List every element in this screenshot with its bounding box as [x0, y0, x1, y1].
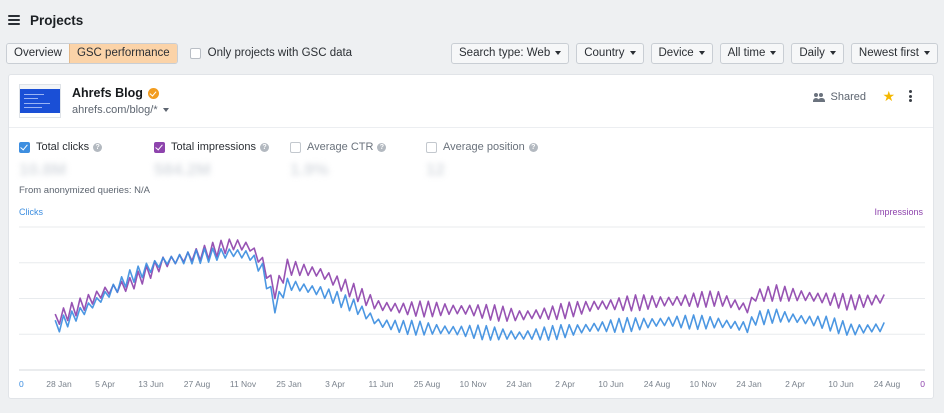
x-tick-label: 5 Apr — [95, 379, 115, 389]
total-impressions-checkbox[interactable] — [154, 141, 165, 153]
project-url: ahrefs.com/blog/* — [72, 104, 158, 116]
anonymized-queries-label: From anonymized queries: — [19, 185, 132, 196]
site-thumbnail — [19, 84, 61, 118]
country-dropdown[interactable]: Country — [576, 42, 644, 64]
project-header: Ahrefs Blog ahrefs.com/blog/* Shared ★ — [9, 75, 933, 128]
help-icon[interactable]: ? — [259, 142, 269, 152]
country-label: Country — [584, 47, 625, 59]
chevron-down-icon — [770, 51, 777, 55]
x-tick-label: 10 Nov — [460, 379, 488, 389]
anonymized-queries-note: From anonymized queries: N/A — [19, 185, 150, 196]
people-icon — [812, 92, 825, 102]
metric-average-ctr[interactable]: Average CTR? 1.9% — [290, 141, 387, 180]
performance-line-chart: 28 Jan 5 Apr 13 Jun 27 Aug 11 Nov 25 Jan 3 Apr… — [19, 226, 925, 389]
tab-gsc-performance[interactable]: GSC performance — [68, 43, 177, 63]
granularity-dropdown[interactable]: Daily — [791, 42, 844, 64]
search-type-dropdown[interactable]: Search type: Web — [451, 42, 570, 64]
average-ctr-label: Average CTR — [307, 141, 374, 153]
chevron-down-icon — [555, 51, 562, 55]
total-clicks-checkbox[interactable] — [19, 141, 30, 153]
metric-total-impressions[interactable]: Total impressions? 584.2M — [154, 141, 269, 180]
shared-button[interactable]: Shared — [812, 91, 866, 103]
date-range-dropdown[interactable]: All time — [719, 42, 785, 64]
y-axis-left-min: 0 — [19, 379, 24, 389]
hamburger-menu-icon[interactable] — [8, 15, 20, 25]
x-tick-label: 24 Jan — [736, 379, 762, 389]
y-axis-right-label: Impressions — [874, 207, 923, 217]
x-tick-label: 24 Aug — [644, 379, 671, 389]
chevron-down-icon — [162, 108, 169, 112]
total-clicks-value: 10.8M — [19, 160, 67, 179]
average-position-value: 12 — [426, 160, 445, 179]
series-line-clicks — [54, 247, 885, 341]
help-icon[interactable]: ? — [528, 142, 538, 152]
x-tick-label: 28 Jan — [46, 379, 72, 389]
total-impressions-label: Total impressions — [171, 141, 256, 153]
x-tick-label: 11 Jun — [369, 379, 394, 389]
chevron-down-icon — [829, 51, 836, 55]
average-ctr-checkbox[interactable] — [290, 141, 301, 153]
project-card: Ahrefs Blog ahrefs.com/blog/* Shared ★ T… — [8, 74, 934, 399]
metric-total-clicks[interactable]: Total clicks? 10.8M — [19, 141, 103, 180]
x-tick-label: 10 Jun — [598, 379, 624, 389]
x-tick-label: 25 Aug — [414, 379, 441, 389]
sort-label: Newest first — [858, 47, 919, 59]
total-clicks-label: Total clicks — [36, 141, 90, 153]
more-options-icon[interactable] — [909, 90, 912, 102]
help-icon[interactable]: ? — [93, 142, 103, 152]
tab-overview[interactable]: Overview — [7, 43, 69, 63]
search-type-label: Search type: Web — [459, 47, 551, 59]
average-position-checkbox[interactable] — [426, 141, 437, 153]
project-name[interactable]: Ahrefs Blog — [72, 86, 159, 100]
x-tick-label: 10 Jun — [828, 379, 854, 389]
sort-dropdown[interactable]: Newest first — [850, 42, 938, 64]
x-tick-label: 3 Apr — [325, 379, 345, 389]
project-url-selector[interactable]: ahrefs.com/blog/* — [72, 104, 169, 116]
x-tick-label: 2 Apr — [785, 379, 805, 389]
x-tick-label: 13 Jun — [138, 379, 164, 389]
star-icon[interactable]: ★ — [882, 88, 895, 104]
device-label: Device — [658, 47, 694, 59]
x-tick-label: 24 Jan — [506, 379, 532, 389]
page-title: Projects — [30, 12, 84, 28]
total-impressions-value: 584.2M — [154, 160, 211, 179]
shared-label: Shared — [830, 91, 866, 103]
date-range-label: All time — [727, 47, 766, 59]
gsc-only-label: Only projects with GSC data — [207, 47, 353, 59]
y-axis-right-min: 0 — [920, 379, 925, 389]
x-tick-label: 27 Aug — [184, 379, 211, 389]
project-name-text: Ahrefs Blog — [72, 86, 143, 100]
help-icon[interactable]: ? — [377, 142, 387, 152]
top-bar: Projects — [0, 0, 944, 40]
verified-check-icon — [147, 87, 159, 99]
x-tick-label: 10 Nov — [690, 379, 718, 389]
anonymized-queries-value: N/A — [134, 185, 150, 196]
chevron-down-icon — [924, 51, 930, 55]
gsc-only-checkbox[interactable] — [189, 47, 201, 59]
view-tabs: Overview GSC performance — [6, 42, 178, 64]
x-tick-label: 2 Apr — [555, 379, 575, 389]
x-tick-label: 24 Aug — [874, 379, 901, 389]
x-tick-label: 11 Nov — [230, 379, 257, 389]
gsc-only-filter[interactable]: Only projects with GSC data — [189, 47, 353, 59]
average-ctr-value: 1.9% — [290, 160, 329, 179]
chevron-down-icon — [629, 51, 636, 55]
granularity-label: Daily — [799, 47, 825, 59]
metric-average-position[interactable]: Average position? 12 — [426, 141, 538, 180]
x-tick-label: 25 Jan — [276, 379, 302, 389]
y-axis-left-label: Clicks — [19, 207, 43, 217]
device-dropdown[interactable]: Device — [650, 42, 713, 64]
toolbar: Overview GSC performance Only projects w… — [6, 42, 938, 64]
chevron-down-icon — [698, 51, 705, 55]
average-position-label: Average position — [443, 141, 525, 153]
